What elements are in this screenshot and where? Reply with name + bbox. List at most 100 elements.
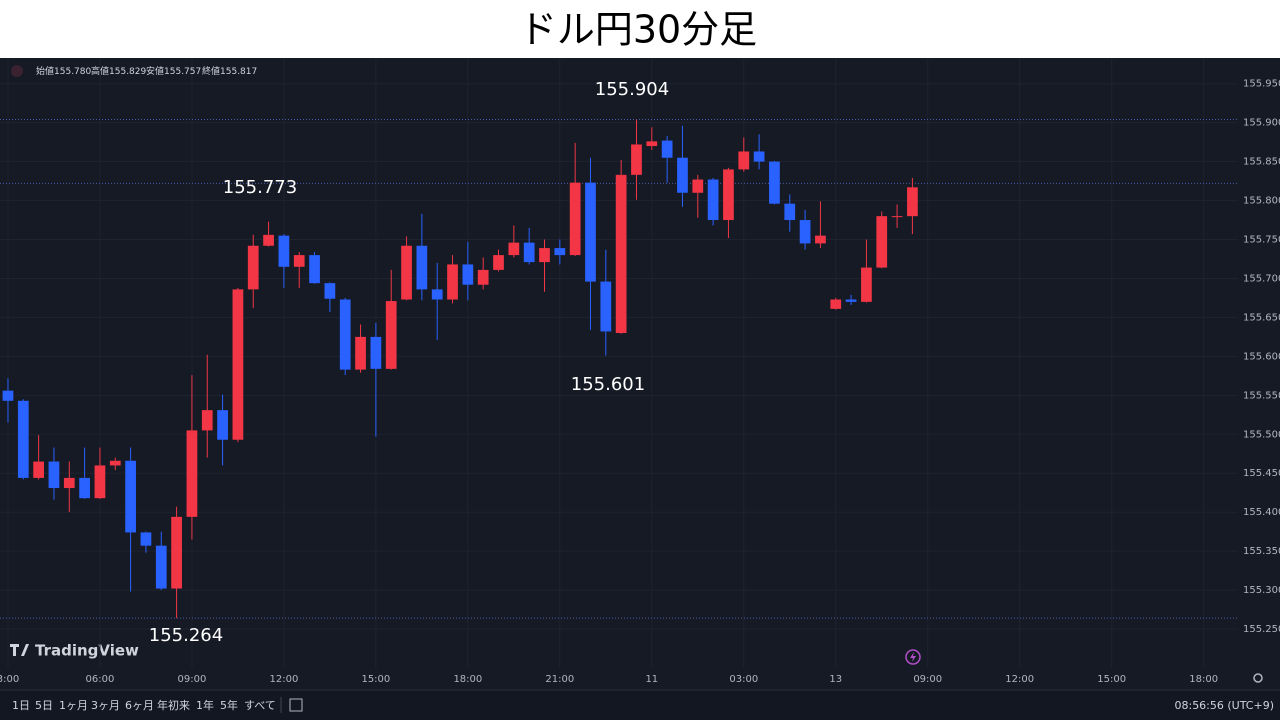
candle-body: [33, 461, 44, 478]
candle-body: [324, 283, 336, 299]
y-tick-label: 155.350: [1243, 546, 1280, 557]
candle-body: [723, 169, 734, 221]
candle-body: [447, 264, 458, 300]
bottom-toolbar: [0, 690, 1280, 720]
candle-body: [493, 255, 504, 270]
candle-body: [799, 220, 811, 244]
ohlc-name: 安値: [146, 65, 164, 77]
range-button[interactable]: すべて: [244, 699, 276, 712]
y-tick-label: 155.950: [1243, 79, 1280, 90]
x-tick-label: 18:00: [1189, 674, 1218, 685]
range-button[interactable]: 1ヶ月: [59, 699, 88, 712]
alert-icon[interactable]: [905, 649, 921, 665]
candle-body: [830, 299, 842, 309]
candle-body: [585, 182, 596, 282]
x-tick-label: 03:00: [729, 674, 758, 685]
y-tick-label: 155.900: [1243, 118, 1280, 129]
x-tick-label: 09:00: [178, 674, 207, 685]
candle-body: [539, 248, 550, 263]
candle-body: [247, 245, 259, 290]
y-tick-label: 155.550: [1243, 390, 1280, 401]
candle-body: [784, 203, 796, 221]
candle-body: [845, 299, 857, 302]
ohlc-name: 終値: [202, 65, 220, 77]
candle-body: [339, 299, 351, 370]
candle-body: [63, 477, 75, 489]
x-tick-label: 13: [829, 674, 842, 685]
x-tick-label: 3:00: [0, 674, 19, 685]
brand-name: TradingView: [35, 642, 139, 660]
candle-body: [232, 289, 244, 440]
candle-body: [569, 182, 581, 256]
candle-body: [477, 269, 489, 285]
annotation: 155.264: [149, 625, 223, 646]
y-tick-label: 155.650: [1243, 312, 1280, 323]
ohlc-name: 始値: [36, 65, 54, 77]
brand-logo: [10, 644, 29, 656]
candle-body: [677, 157, 688, 193]
alert-bolt: [910, 652, 916, 662]
annotation: 155.773: [223, 177, 297, 198]
candle-body: [278, 235, 290, 267]
candle-body: [109, 460, 121, 466]
range-button[interactable]: 5日: [35, 699, 53, 712]
y-tick-label: 155.500: [1243, 429, 1280, 440]
range-button[interactable]: 5年: [220, 698, 238, 712]
range-button[interactable]: 1日: [12, 699, 30, 712]
candle-body: [554, 248, 566, 256]
y-tick-label: 155.250: [1243, 624, 1280, 635]
annotation: 155.904: [595, 79, 669, 100]
ohlc-legend: 終値155.817: [202, 65, 257, 77]
candle-body: [2, 390, 14, 401]
candle-body: [201, 410, 213, 431]
x-tick-label: 09:00: [913, 674, 942, 685]
ohlc-value: 155.780: [54, 67, 91, 77]
title-bar: [0, 0, 1280, 58]
candle-body: [753, 151, 765, 162]
ohlc-value: 155.757: [164, 67, 201, 77]
x-tick-label: 12:00: [1005, 674, 1034, 685]
x-tick-label: 18:00: [453, 674, 482, 685]
ohlc-legend: 高値155.829: [91, 65, 147, 77]
candle-body: [155, 545, 167, 589]
candle-body: [48, 461, 60, 489]
candle-body: [815, 235, 826, 244]
range-button[interactable]: 3ヶ月: [91, 699, 120, 712]
x-tick-label: 21:00: [545, 674, 574, 685]
candle-body: [293, 255, 305, 267]
chart-title: ドル円30分足: [519, 8, 757, 52]
candle-body: [431, 289, 443, 300]
symbol-icon[interactable]: [11, 65, 23, 77]
candle-body: [462, 264, 474, 285]
x-tick-label: 06:00: [86, 674, 115, 685]
candle-body: [309, 255, 320, 284]
range-button[interactable]: 年初来: [157, 698, 190, 712]
candle-body: [907, 187, 918, 217]
ohlc-name: 高値: [91, 65, 109, 77]
annotation: 155.601: [571, 374, 645, 395]
candle-body: [370, 336, 382, 369]
candle-body: [707, 179, 719, 221]
candle-body: [661, 140, 673, 158]
candle-body: [140, 532, 152, 546]
settings-icon[interactable]: [1253, 673, 1263, 683]
range-button[interactable]: 1年: [196, 698, 214, 712]
candle-body: [738, 151, 750, 170]
candle-body: [508, 242, 520, 256]
candle-body: [186, 430, 198, 517]
candle-body: [891, 216, 903, 218]
date-range-icon[interactable]: [289, 698, 303, 712]
candle-body: [263, 234, 274, 246]
candle-body: [646, 141, 658, 147]
y-tick-label: 155.300: [1243, 585, 1280, 596]
candle-body: [217, 410, 228, 440]
candle-body: [600, 281, 612, 332]
candle-body: [416, 245, 428, 290]
candle-body: [631, 144, 642, 175]
x-tick-label: 11: [645, 674, 658, 685]
candle-body: [692, 179, 704, 193]
candle-body: [125, 460, 136, 533]
ohlc-value: 155.817: [220, 67, 257, 77]
range-button[interactable]: 6ヶ月: [125, 699, 154, 712]
